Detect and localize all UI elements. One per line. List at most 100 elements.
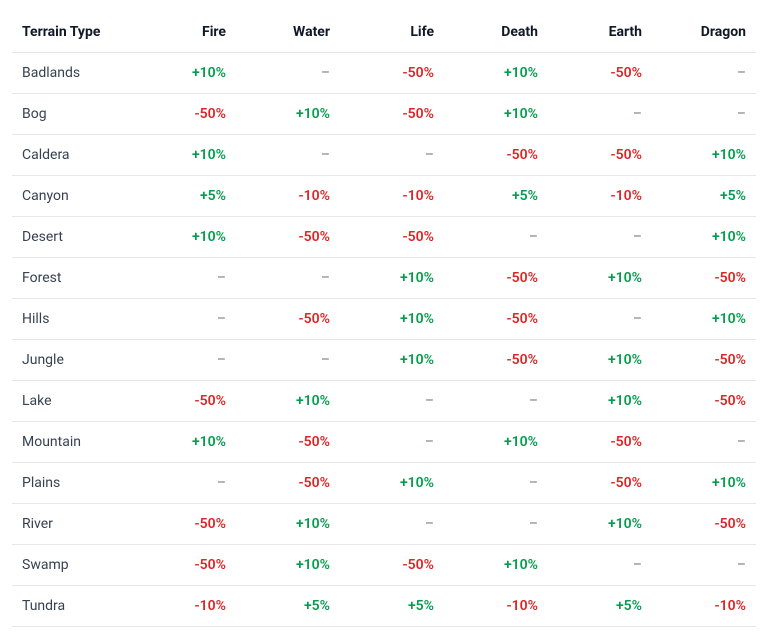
terrain-name: Swamp	[12, 545, 132, 586]
modifier-cell: -50%	[340, 545, 444, 586]
modifier-cell: -50%	[340, 94, 444, 135]
modifier-cell: –	[236, 53, 340, 94]
modifier-cell: –	[652, 545, 756, 586]
col-terrain-type: Terrain Type	[12, 12, 132, 53]
modifier-cell: -50%	[548, 53, 652, 94]
table-row: Jungle––+10%-50%+10%-50%	[12, 340, 756, 381]
modifier-cell: +5%	[340, 586, 444, 627]
terrain-name: Plains	[12, 463, 132, 504]
modifier-cell: +10%	[652, 135, 756, 176]
modifier-cell: -50%	[132, 545, 236, 586]
modifier-cell: –	[548, 217, 652, 258]
modifier-cell: -50%	[236, 299, 340, 340]
terrain-name: Mountain	[12, 422, 132, 463]
modifier-cell: –	[132, 299, 236, 340]
modifier-cell: -50%	[132, 94, 236, 135]
terrain-name: Badlands	[12, 53, 132, 94]
modifier-cell: +10%	[340, 340, 444, 381]
terrain-name: Lake	[12, 381, 132, 422]
modifier-cell: -50%	[548, 463, 652, 504]
terrain-name: Tundra	[12, 586, 132, 627]
table-row: Plains–-50%+10%–-50%+10%	[12, 463, 756, 504]
modifier-cell: –	[236, 258, 340, 299]
modifier-cell: –	[444, 463, 548, 504]
modifier-cell: -50%	[236, 463, 340, 504]
modifier-cell: -10%	[132, 586, 236, 627]
modifier-cell: -50%	[340, 53, 444, 94]
modifier-cell: +10%	[444, 545, 548, 586]
modifier-cell: -50%	[444, 135, 548, 176]
modifier-cell: –	[652, 94, 756, 135]
modifier-cell: –	[236, 340, 340, 381]
col-life: Life	[340, 12, 444, 53]
modifier-cell: -10%	[652, 586, 756, 627]
modifier-cell: –	[340, 135, 444, 176]
col-death: Death	[444, 12, 548, 53]
modifier-cell: +10%	[548, 340, 652, 381]
terrain-name: Desert	[12, 217, 132, 258]
col-dragon: Dragon	[652, 12, 756, 53]
terrain-modifier-table: Terrain Type Fire Water Life Death Earth…	[12, 12, 756, 627]
modifier-cell: -50%	[340, 217, 444, 258]
table-body: Badlands+10%–-50%+10%-50%–Bog-50%+10%-50…	[12, 53, 756, 627]
modifier-cell: -50%	[236, 217, 340, 258]
modifier-cell: +10%	[548, 504, 652, 545]
modifier-cell: -50%	[236, 422, 340, 463]
terrain-name: River	[12, 504, 132, 545]
table-row: Forest––+10%-50%+10%-50%	[12, 258, 756, 299]
modifier-cell: +10%	[340, 463, 444, 504]
modifier-cell: –	[340, 504, 444, 545]
modifier-cell: +10%	[652, 463, 756, 504]
modifier-cell: –	[340, 381, 444, 422]
table-row: Caldera+10%––-50%-50%+10%	[12, 135, 756, 176]
table-row: Hills–-50%+10%-50%–+10%	[12, 299, 756, 340]
modifier-cell: -50%	[548, 135, 652, 176]
modifier-cell: -50%	[652, 504, 756, 545]
modifier-cell: +10%	[236, 504, 340, 545]
modifier-cell: +5%	[236, 586, 340, 627]
modifier-cell: -50%	[548, 422, 652, 463]
modifier-cell: +10%	[444, 422, 548, 463]
modifier-cell: –	[444, 381, 548, 422]
terrain-name: Canyon	[12, 176, 132, 217]
modifier-cell: -10%	[548, 176, 652, 217]
modifier-cell: –	[236, 135, 340, 176]
modifier-cell: +10%	[548, 381, 652, 422]
table-row: Bog-50%+10%-50%+10%––	[12, 94, 756, 135]
modifier-cell: -10%	[236, 176, 340, 217]
modifier-cell: +10%	[444, 53, 548, 94]
modifier-cell: -50%	[444, 258, 548, 299]
modifier-cell: -50%	[444, 299, 548, 340]
terrain-name: Forest	[12, 258, 132, 299]
col-water: Water	[236, 12, 340, 53]
modifier-cell: +10%	[132, 422, 236, 463]
modifier-cell: –	[444, 217, 548, 258]
modifier-cell: -50%	[652, 340, 756, 381]
table-row: Canyon+5%-10%-10%+5%-10%+5%	[12, 176, 756, 217]
modifier-cell: –	[548, 545, 652, 586]
col-fire: Fire	[132, 12, 236, 53]
modifier-cell: +10%	[652, 217, 756, 258]
modifier-cell: +10%	[236, 545, 340, 586]
modifier-cell: –	[548, 94, 652, 135]
modifier-cell: –	[132, 340, 236, 381]
table-header: Terrain Type Fire Water Life Death Earth…	[12, 12, 756, 53]
modifier-cell: –	[652, 422, 756, 463]
modifier-cell: +10%	[236, 381, 340, 422]
modifier-cell: +10%	[340, 299, 444, 340]
modifier-cell: +5%	[548, 586, 652, 627]
modifier-cell: +10%	[132, 217, 236, 258]
header-row: Terrain Type Fire Water Life Death Earth…	[12, 12, 756, 53]
modifier-cell: -50%	[444, 340, 548, 381]
modifier-cell: +10%	[132, 135, 236, 176]
modifier-cell: -50%	[132, 504, 236, 545]
modifier-cell: +10%	[236, 94, 340, 135]
table-row: Badlands+10%–-50%+10%-50%–	[12, 53, 756, 94]
terrain-name: Bog	[12, 94, 132, 135]
modifier-cell: –	[548, 299, 652, 340]
modifier-cell: +10%	[548, 258, 652, 299]
modifier-cell: +10%	[652, 299, 756, 340]
modifier-cell: –	[652, 53, 756, 94]
col-earth: Earth	[548, 12, 652, 53]
modifier-cell: -50%	[652, 381, 756, 422]
